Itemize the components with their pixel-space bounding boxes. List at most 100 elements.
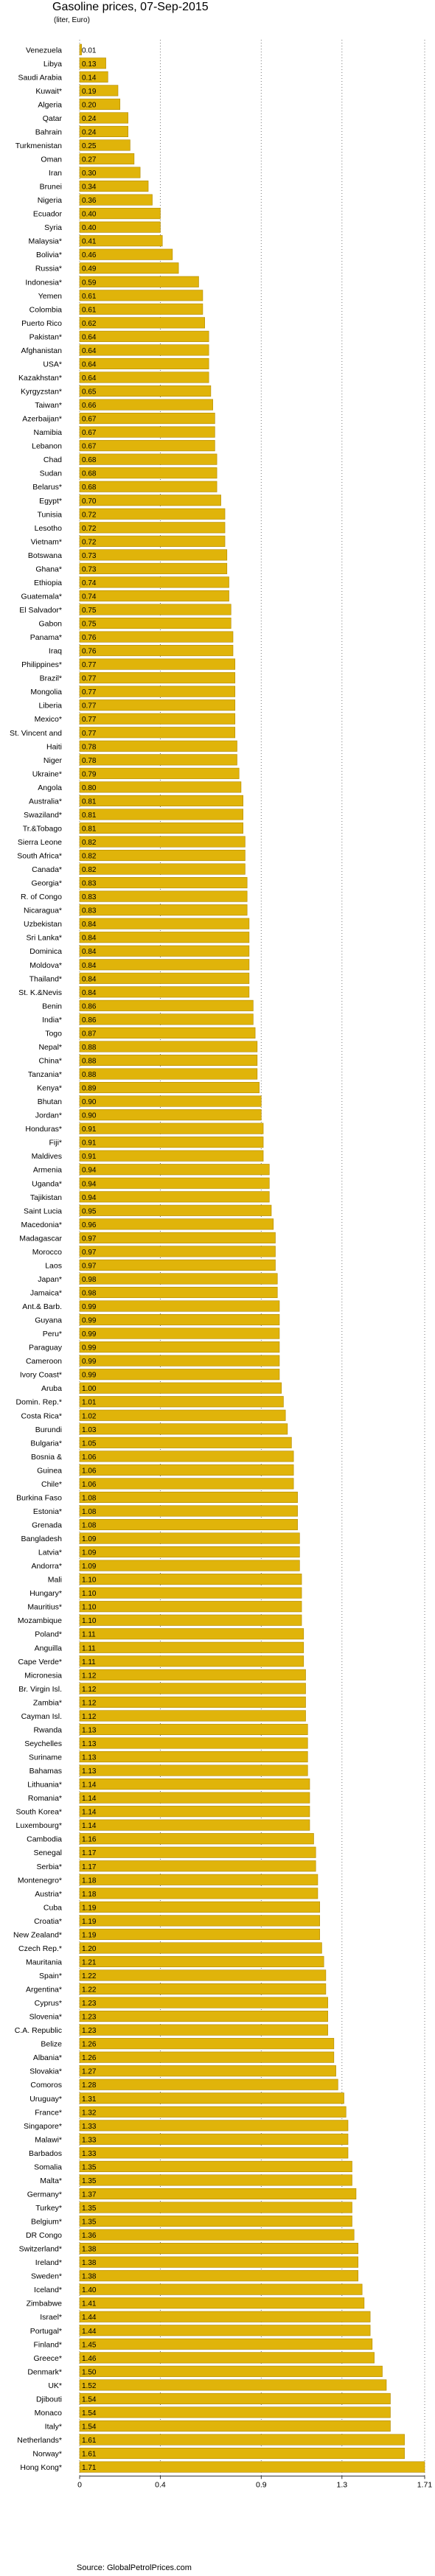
bar — [79, 617, 232, 629]
bar — [79, 453, 218, 465]
category-label: Canada* — [32, 865, 62, 874]
bar — [79, 658, 236, 670]
bar — [79, 904, 248, 916]
bar — [79, 71, 108, 83]
bar — [79, 1655, 304, 1667]
bar — [79, 932, 250, 943]
value-label: 1.13 — [82, 1754, 97, 1762]
bar — [79, 1341, 280, 1353]
category-label: Senegal — [33, 1849, 62, 1857]
category-label: Serbia* — [37, 1863, 62, 1871]
category-label: Belize — [41, 2040, 62, 2049]
value-label: 1.09 — [82, 1535, 97, 1543]
value-label: 0.98 — [82, 1276, 97, 1284]
bar — [79, 1560, 300, 1571]
value-label: 0.72 — [82, 511, 97, 519]
bar — [79, 2051, 335, 2063]
bar — [79, 1928, 320, 1940]
bar — [79, 2297, 365, 2309]
value-label: 1.23 — [82, 2000, 97, 2008]
value-label: 1.17 — [82, 1863, 97, 1871]
value-label: 0.90 — [82, 1098, 97, 1106]
category-label: Guatemala* — [21, 592, 62, 601]
bar — [79, 1409, 286, 1421]
category-label: Sweden* — [31, 2272, 62, 2281]
category-label: Malaysia* — [28, 237, 62, 246]
value-label: 1.19 — [82, 1931, 97, 1939]
bar — [79, 57, 106, 69]
value-label: 0.88 — [82, 1044, 97, 1052]
bar — [79, 2202, 352, 2213]
bar — [79, 262, 179, 274]
category-label: Tajikistan — [30, 1193, 62, 1202]
value-label: 0.30 — [82, 170, 97, 178]
value-label: 1.13 — [82, 1740, 97, 1748]
value-label: 1.14 — [82, 1795, 97, 1803]
value-label: 0.99 — [82, 1344, 97, 1352]
bar — [79, 2365, 383, 2377]
bar — [79, 2338, 373, 2350]
category-label: Venezuela — [26, 46, 62, 55]
bar — [79, 2243, 358, 2255]
value-label: 0.99 — [82, 1317, 97, 1325]
bar — [79, 495, 221, 506]
value-label: 1.13 — [82, 1767, 97, 1776]
category-label: Ivory Coast* — [20, 1371, 62, 1380]
category-label: Malta* — [40, 2177, 62, 2185]
value-label: 0.83 — [82, 893, 97, 901]
value-label: 1.12 — [82, 1672, 97, 1680]
category-label: UK* — [48, 2381, 62, 2390]
category-label: Somalia — [34, 2163, 62, 2171]
bar — [79, 2406, 391, 2418]
bar — [79, 1723, 308, 1736]
value-label: 1.14 — [82, 1822, 97, 1830]
category-label: Mozambique — [18, 1616, 62, 1625]
value-label: 0.13 — [82, 60, 97, 69]
value-label: 0.59 — [82, 279, 97, 287]
bar — [79, 43, 83, 55]
bar — [79, 1601, 302, 1613]
bar — [79, 2024, 328, 2036]
bar — [79, 822, 243, 834]
category-label: Poland* — [35, 1630, 62, 1639]
bar — [79, 590, 229, 602]
value-label: 1.03 — [82, 1426, 97, 1434]
bar — [79, 1614, 302, 1626]
bar — [79, 1232, 276, 1243]
bar — [79, 604, 232, 615]
category-label: Italy* — [45, 2422, 62, 2431]
category-label: Suriname — [29, 1753, 62, 1762]
category-label: Costa Rica* — [21, 1411, 62, 1420]
value-label: 0.64 — [82, 374, 97, 383]
bar — [79, 276, 199, 287]
bar — [79, 2392, 391, 2404]
category-label: France* — [35, 2108, 62, 2117]
category-label: Kyrgyzstan* — [21, 388, 62, 397]
bar — [79, 863, 246, 875]
value-label: 1.10 — [82, 1577, 97, 1585]
value-label: 1.35 — [82, 2205, 97, 2213]
category-label: Finland* — [33, 2340, 62, 2349]
value-label: 1.10 — [82, 1604, 97, 1612]
bar — [79, 221, 161, 233]
category-label: Nepal* — [38, 1043, 62, 1052]
bar — [79, 467, 218, 479]
bar — [79, 399, 213, 411]
chart-subtitle: (liter, Euro) — [54, 16, 90, 24]
value-label: 1.09 — [82, 1549, 97, 1557]
value-label: 1.41 — [82, 2300, 97, 2308]
bar — [79, 112, 128, 124]
category-label: Ant.& Barb. — [22, 1302, 62, 1311]
value-label: 0.74 — [82, 593, 97, 601]
bar — [79, 645, 234, 657]
value-label: 0.67 — [82, 429, 97, 437]
bar — [79, 781, 242, 793]
category-label: Ethiopia — [34, 579, 62, 587]
category-label: India* — [42, 1016, 62, 1025]
category-label: Zimbabwe — [27, 2300, 63, 2308]
category-label: Saint Lucia — [24, 1207, 62, 1215]
value-label: 0.77 — [82, 702, 97, 711]
category-label: Bahamas — [29, 1767, 62, 1776]
bar — [79, 1095, 262, 1107]
category-label: Anguilla — [35, 1644, 63, 1652]
